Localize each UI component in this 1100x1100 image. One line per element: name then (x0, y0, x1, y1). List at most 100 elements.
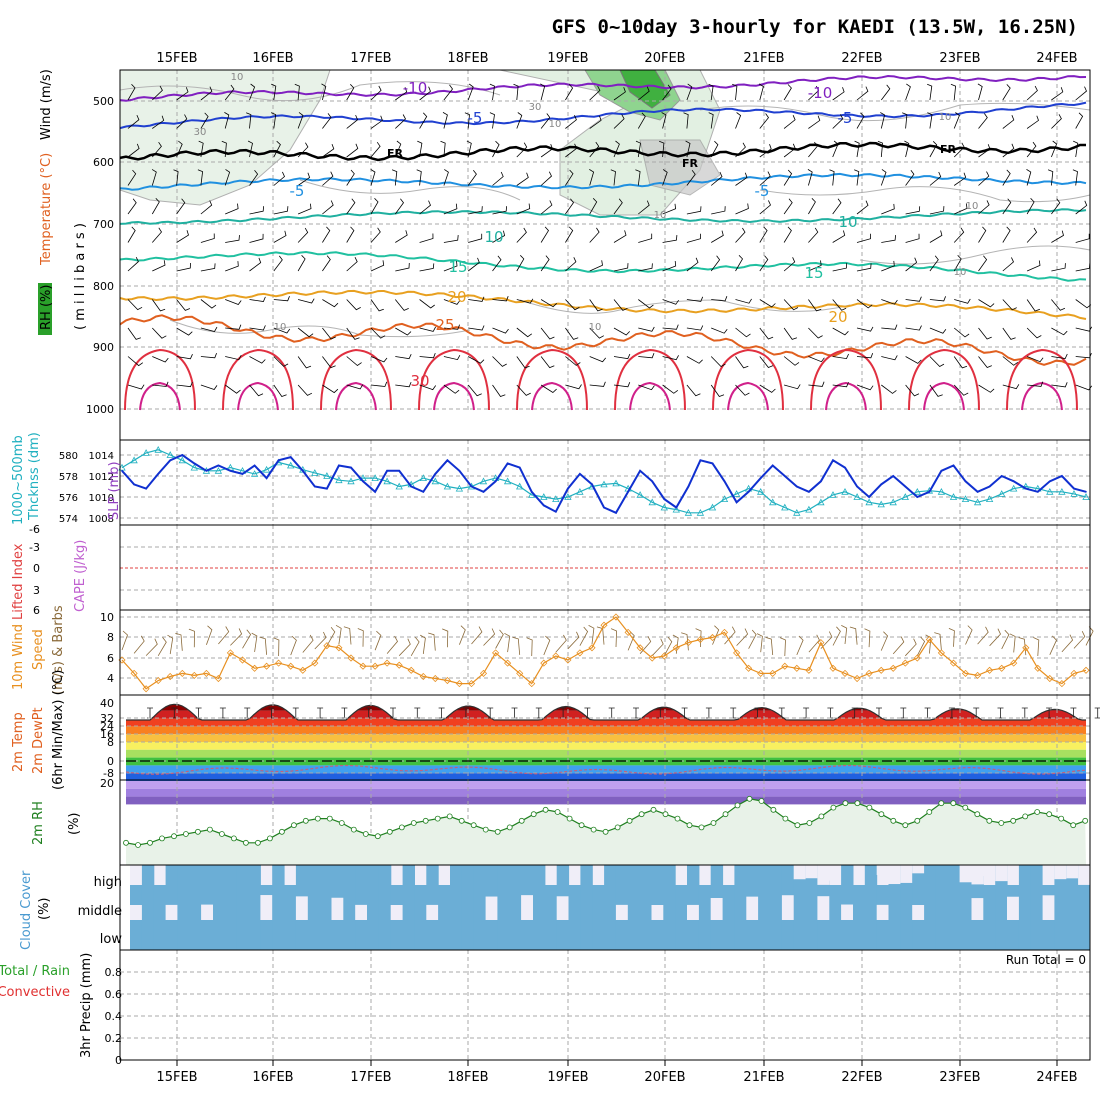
rh2m-point (1022, 813, 1029, 820)
wind-barb (273, 206, 289, 215)
slp-point (615, 512, 617, 514)
wind-barb (1026, 356, 1044, 363)
thickness-point (612, 479, 620, 487)
wind-barb (247, 140, 253, 158)
temperature-contour (119, 101, 1087, 130)
wind-barb (662, 355, 679, 361)
cloud-axis-label: Cloud Cover (19, 870, 34, 950)
wind-barb (1002, 115, 1015, 129)
thickness-point (961, 495, 970, 502)
thickness-point (142, 449, 150, 456)
wind-barb (735, 112, 742, 129)
cloud-cell (378, 865, 392, 950)
wind-barb (759, 226, 768, 243)
wind-barb (197, 169, 204, 186)
wind-barb (322, 226, 331, 243)
wind10-barb (218, 626, 230, 645)
wind-barb (638, 352, 655, 359)
wind-barb (565, 384, 582, 390)
thickness-point (949, 493, 958, 500)
slp-point (699, 459, 702, 462)
wind-barb (953, 172, 967, 186)
wind-barb (176, 299, 191, 311)
wind-barb (225, 355, 242, 361)
slp-point (832, 459, 834, 462)
cloud-clear-cell (888, 865, 901, 885)
temperature-loop-30 (222, 348, 294, 411)
wind10-axis-ticks: 10 8 6 4 (100, 611, 114, 685)
cloud-level-label: low (100, 932, 123, 947)
wind-barb (200, 233, 215, 243)
wind-barb (273, 140, 281, 158)
thickness-point (552, 495, 560, 502)
slp-point (422, 491, 425, 493)
thickness-point (696, 508, 705, 516)
cloud-mid-clear-cell (426, 904, 439, 920)
wind-barb (467, 257, 480, 272)
slp-point (735, 501, 738, 504)
temperature-contour-label: 10 (484, 228, 503, 246)
wind-barb (832, 327, 849, 336)
wind-barb (1002, 143, 1015, 158)
wind10-speed-point (1034, 664, 1042, 672)
slp-axis-label: SLP (mb) (107, 461, 122, 520)
wind-barb (683, 112, 689, 129)
slp-point (434, 473, 437, 475)
cloud-clear-cell (1042, 865, 1055, 885)
slp-point (253, 464, 256, 467)
slp-point (265, 477, 268, 479)
wind-barb (176, 87, 189, 101)
wind-barb (395, 114, 406, 129)
wind-barb (370, 299, 384, 312)
temperature-band (126, 742, 1086, 750)
wind10-speed-line-path (121, 616, 1087, 690)
wind10-speed-point (528, 680, 536, 688)
wind-barb (127, 226, 136, 243)
cloud-cell (770, 865, 783, 950)
thickness-point (877, 500, 885, 508)
thickness-point (335, 476, 343, 484)
cloud-clear-cell (912, 865, 925, 874)
wind-barb (489, 112, 495, 129)
cloud-cell (864, 865, 878, 950)
wind-barb (732, 83, 738, 101)
precip-tick-label: 0.2 (105, 1032, 123, 1045)
wind-barb (273, 356, 289, 367)
wind-barb (610, 169, 616, 186)
wind-barb (322, 299, 339, 308)
wind-barb (686, 296, 704, 302)
wind-barb (249, 257, 262, 272)
wind10-barb (736, 628, 749, 646)
slp-point (928, 491, 931, 493)
wind-barb (735, 172, 748, 186)
wind-barb (565, 299, 580, 311)
temperature-loop-30 (712, 348, 784, 411)
slp-point (410, 485, 413, 488)
cloud-cell (438, 885, 451, 950)
wind10-barb (820, 631, 833, 649)
cloud-clear-cell (817, 865, 830, 885)
temp2m-axis-label: 2m Temp (11, 712, 26, 772)
wind-barb (856, 233, 871, 243)
wind-barb (1026, 85, 1038, 101)
rh2m-point (470, 822, 477, 829)
temperature-contour-label: 15 (804, 264, 823, 282)
wind-barb (856, 352, 874, 359)
wind-barb (127, 114, 140, 129)
wind-barb (322, 384, 339, 394)
slp-point (398, 470, 401, 472)
rh-legend-swatch (38, 283, 52, 335)
wind-barb (176, 140, 183, 158)
thickness-point (1046, 487, 1054, 495)
wind10-barb (526, 637, 533, 657)
wind-barb (1026, 198, 1035, 215)
wind-barb (1075, 200, 1088, 215)
rh2m-point (530, 811, 537, 818)
wind-barb (929, 255, 939, 272)
cloud-panel: high middle low Cloud Cover (%) (19, 864, 1091, 951)
precip-axis-label: 3hr Precip (mm) (79, 953, 94, 1058)
cloud-mid-clear-cell (295, 896, 309, 920)
wind10-barb (651, 638, 664, 656)
wind-barb (686, 170, 696, 186)
